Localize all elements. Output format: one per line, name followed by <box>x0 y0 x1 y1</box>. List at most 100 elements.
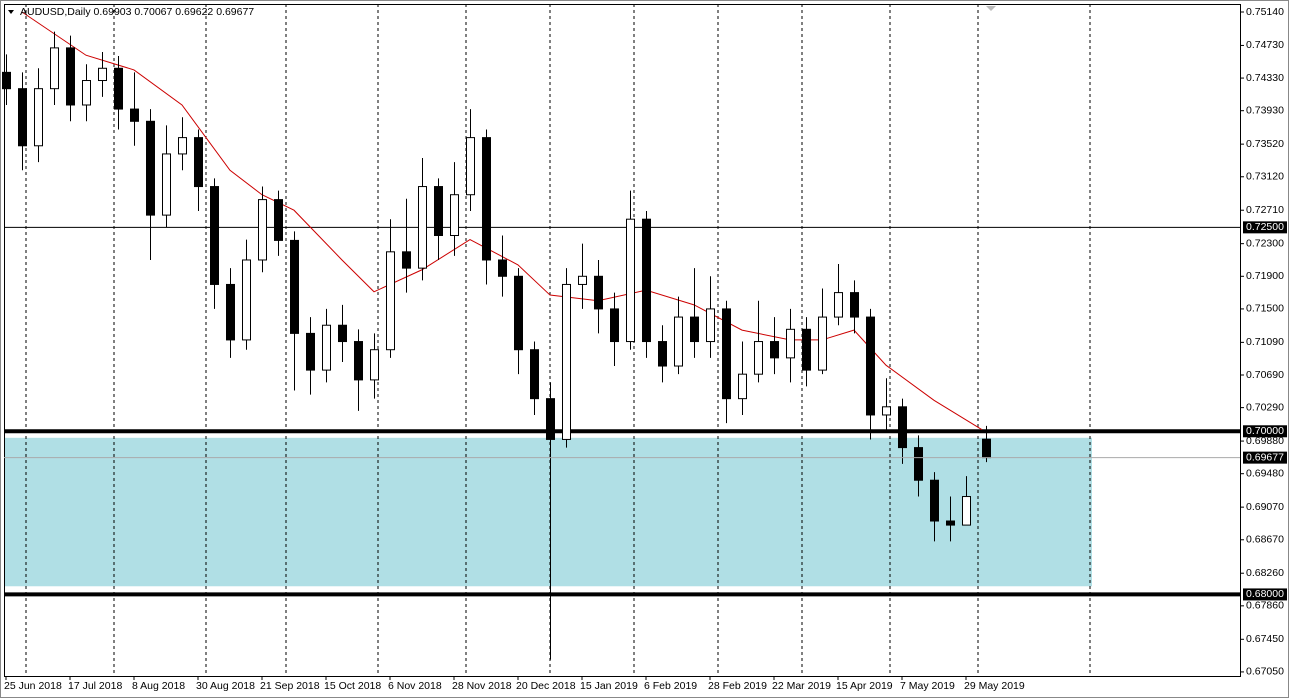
y-tick-label: 0.67450 <box>1246 633 1284 645</box>
candle-body <box>546 398 555 440</box>
level-label: 0.70000 <box>1246 425 1284 437</box>
candle-body <box>242 259 251 341</box>
candle-body <box>18 88 27 147</box>
open: 0.69903 <box>94 6 132 18</box>
y-tick-label: 0.69880 <box>1246 435 1284 447</box>
candle-body <box>914 447 923 481</box>
last-price-box <box>1243 451 1287 464</box>
candle-body <box>2 71 11 90</box>
candle-body <box>66 47 75 106</box>
y-tick-label: 0.72300 <box>1246 237 1284 249</box>
candle-body <box>130 108 139 122</box>
candle-body <box>402 251 411 269</box>
candle-body <box>194 137 203 188</box>
y-tick-label: 0.73930 <box>1246 104 1284 116</box>
y-tick-label: 0.75140 <box>1246 6 1284 18</box>
x-tick-label: 20 Dec 2018 <box>516 680 576 692</box>
candle-body <box>578 275 587 285</box>
x-tick-label: 21 Sep 2018 <box>260 680 320 692</box>
candle-body <box>162 153 171 216</box>
moving-average <box>21 11 983 431</box>
y-tick-label: 0.70690 <box>1246 369 1284 381</box>
candle-body <box>530 349 539 400</box>
candle-body <box>258 199 267 261</box>
candle-body <box>930 479 939 522</box>
candle-body <box>322 324 331 371</box>
candle-body <box>370 349 379 381</box>
x-tick-label: 15 Oct 2018 <box>324 680 381 692</box>
candle-body <box>98 67 107 82</box>
low: 0.69622 <box>175 6 213 18</box>
y-tick-label: 0.69070 <box>1246 501 1284 513</box>
candle-body <box>338 324 347 343</box>
candle-body <box>114 67 123 110</box>
candle-body <box>722 308 731 400</box>
symbol: AUDUSD,Daily <box>20 6 91 18</box>
level-label-box <box>1243 221 1287 234</box>
candle-body <box>770 341 779 359</box>
candle-body <box>818 316 827 371</box>
candle-body <box>626 218 635 343</box>
x-tick-label: 17 Jul 2018 <box>68 680 122 692</box>
x-tick-label: 15 Apr 2019 <box>836 680 893 692</box>
candle-body <box>146 120 155 216</box>
candle-body <box>562 283 571 440</box>
plot-frame <box>4 4 1241 677</box>
candle-body <box>866 316 875 416</box>
candle-body <box>450 194 459 237</box>
y-tick-label: 0.68670 <box>1246 534 1284 546</box>
x-tick-label: 28 Feb 2019 <box>708 680 767 692</box>
candle-body <box>834 292 843 318</box>
high: 0.70067 <box>134 6 172 18</box>
y-tick-label: 0.70290 <box>1246 401 1284 413</box>
y-tick-label: 0.71900 <box>1246 270 1284 282</box>
candle-body <box>802 328 811 371</box>
last-price-label: 0.69677 <box>1246 451 1284 463</box>
y-tick-label: 0.74330 <box>1246 72 1284 84</box>
level-label: 0.72500 <box>1246 221 1284 233</box>
candle-body <box>982 438 991 459</box>
candle-body <box>658 341 667 367</box>
x-tick-label: 7 May 2019 <box>900 680 955 692</box>
candle-body <box>34 88 43 147</box>
candle-body <box>306 332 315 371</box>
x-tick-label: 29 May 2019 <box>964 680 1025 692</box>
x-tick-label: 22 Mar 2019 <box>772 680 831 692</box>
candle-body <box>962 496 971 526</box>
candle-body <box>290 239 299 334</box>
y-tick-label: 0.73520 <box>1246 138 1284 150</box>
y-tick-label: 0.71500 <box>1246 303 1284 315</box>
x-tick-label: 28 Nov 2018 <box>452 680 512 692</box>
candle-body <box>738 373 747 400</box>
candle-body <box>898 406 907 449</box>
candle-body <box>498 259 507 277</box>
y-tick-label: 0.72710 <box>1246 204 1284 216</box>
menu-arrow <box>8 10 14 14</box>
candle-body <box>610 308 619 343</box>
candle-body <box>882 406 891 416</box>
shift-marker <box>986 6 996 11</box>
candle-body <box>418 186 427 269</box>
candle-body <box>642 218 651 343</box>
candle-body <box>690 316 699 343</box>
x-tick-label: 6 Nov 2018 <box>388 680 442 692</box>
level-label-box <box>1243 425 1287 438</box>
y-tick-label: 0.67860 <box>1246 600 1284 612</box>
y-tick-label: 0.67050 <box>1246 666 1284 678</box>
candle-body <box>178 137 187 155</box>
y-tick-label: 0.73120 <box>1246 171 1284 183</box>
candle-body <box>946 520 955 526</box>
candle-body <box>786 328 795 359</box>
candle-body <box>434 186 443 237</box>
header: AUDUSD,Daily 0.69903 0.70067 0.69622 0.6… <box>20 6 254 18</box>
candle-body <box>482 137 491 261</box>
x-tick-label: 8 Aug 2018 <box>132 680 185 692</box>
candle-body <box>226 283 235 341</box>
close: 0.69677 <box>216 6 254 18</box>
candle-body <box>594 275 603 310</box>
candle-body <box>850 292 859 318</box>
candle-body <box>386 251 395 351</box>
x-tick-label: 30 Aug 2018 <box>196 680 255 692</box>
y-tick-label: 0.71090 <box>1246 336 1284 348</box>
